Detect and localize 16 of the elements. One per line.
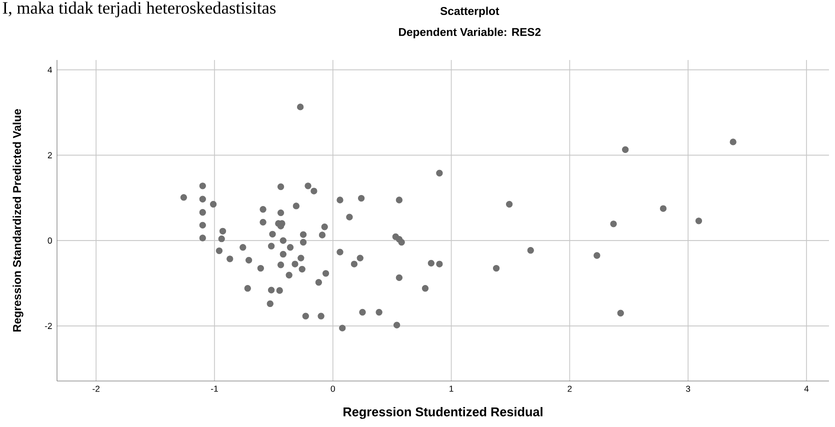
y-tick-label: -2 (44, 322, 52, 329)
text: I, maka tidak terjadi heteroskedastisitas (2, 2, 276, 18)
chart-subtitle: Dependent Variable: RES2 (399, 28, 541, 38)
x-axis-title: Regression Studentized Residual (344, 407, 542, 419)
x-tick-label: 3 (686, 386, 690, 392)
y-axis-title: Regression Standardized Predicted Value (12, 109, 24, 332)
y-tick-label: 4 (48, 66, 52, 73)
y-tick-label: 2 (48, 152, 52, 158)
x-tick-label: 2 (568, 386, 572, 392)
y-tick-label: 0 (48, 237, 52, 244)
x-tick-label: 0 (330, 386, 335, 392)
chart-title: Scatterplot (440, 6, 500, 18)
x-tick-label: 1 (450, 386, 454, 392)
x-tick-label: -1 (211, 386, 218, 392)
x-tick-label: -2 (92, 386, 100, 392)
x-tick-label: 4 (804, 386, 809, 392)
